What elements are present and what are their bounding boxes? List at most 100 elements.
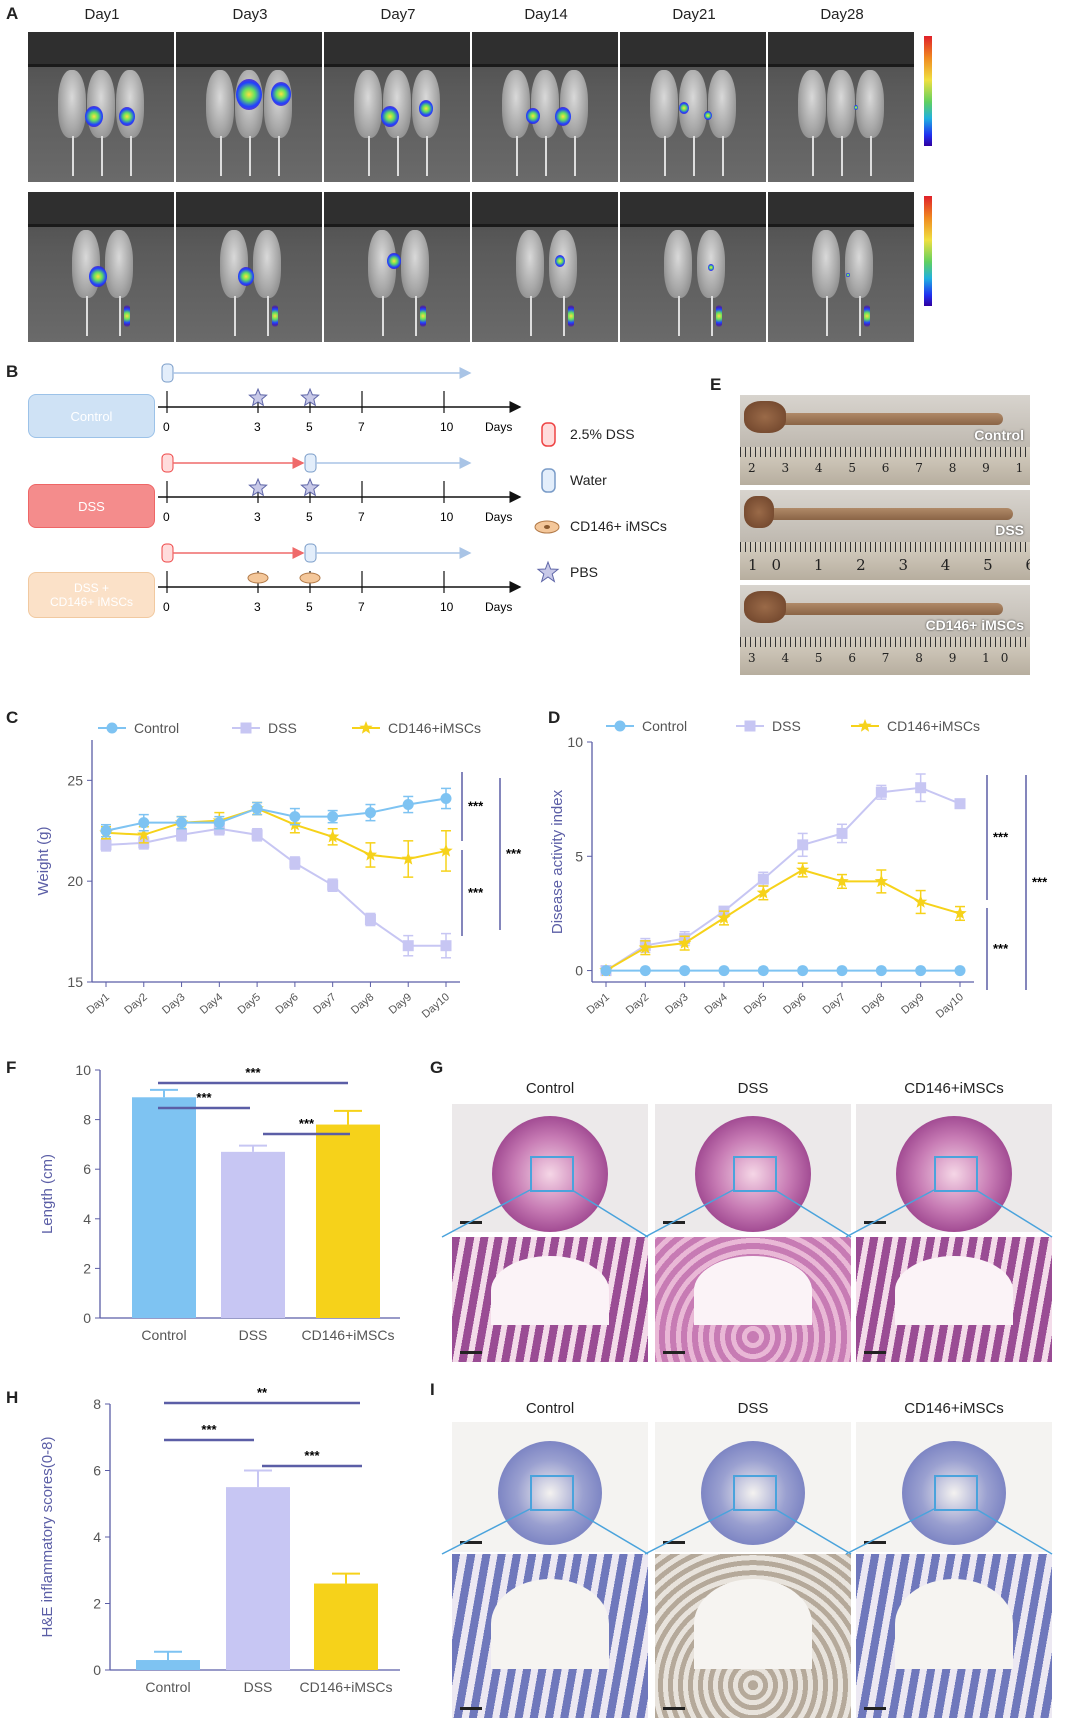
colon-photo: Control [740,395,1030,447]
zoom-box [530,1475,574,1511]
data-point [874,874,888,888]
mouse [844,230,873,298]
bioluminescence-signal [236,79,262,111]
legend-marker [240,722,252,734]
x-tick-label: Day7 [821,991,848,1017]
tail-signal [864,304,871,327]
x-tick-label: DSS [244,1679,273,1695]
mouse [353,70,382,138]
data-point [100,839,112,851]
timeline-unit-label: Days [485,600,512,614]
data-point [138,817,150,829]
water-tube-icon [161,363,174,383]
bioluminescence-signal [380,105,399,128]
timeline-tick-label: 7 [358,510,365,524]
x-tick-label: Day1 [85,991,112,1017]
mouse-tail [562,296,565,336]
cecum [744,401,786,433]
panel-label-a: A [6,4,19,23]
tail-signal [716,304,723,327]
x-tick-label: Day6 [781,991,808,1017]
colon-label: CD146+ iMSCs [925,617,1024,633]
tissue-section [492,1116,608,1232]
y-tick-label: 10 [567,734,583,750]
chart-d-dai: 0 5 10 Day1 Day2 Day3 Day4 Day5 Day6 Day7 Day8 Day9… [549,718,1048,1021]
ruler: 2 3 4 5 6 7 8 9 10 1 [740,447,1030,485]
mouse-tail [219,136,222,176]
tail-signal [272,304,279,327]
histology-overview [856,1422,1052,1552]
mouse-tail [858,296,861,336]
bioluminescence-signal [853,105,858,110]
lumen [895,1578,1013,1669]
mouse-tail [426,136,429,176]
series-line-CD146+iMSCs [605,868,961,972]
data-point [600,965,612,977]
significance-label: *** [196,1090,212,1105]
mouse-tail [367,136,370,176]
scale-bar [460,1541,482,1544]
bioluminescence-signal [846,272,851,278]
data-point [639,965,651,977]
data-point [757,965,769,977]
ivis-image [324,192,470,342]
y-tick-label: 6 [83,1161,91,1177]
data-point [835,874,849,888]
histology-zoom [452,1237,648,1362]
x-tick-label: Day1 [585,991,612,1017]
panel-label-g: G [430,1058,444,1077]
timeline-tick-label: 3 [254,600,261,614]
colon-label: Control [974,427,1024,443]
lumen [491,1255,609,1325]
color-scale-bar [924,196,932,306]
bioluminescence-signal [271,82,292,106]
mouse-tail [397,136,399,176]
data-point [402,940,414,952]
histology-overview [452,1104,648,1232]
ivis-image [28,192,174,342]
panel-b-timeline-diagram: 0 3 5 7 10 Days 0 3 5 7 10 Days 0 3 5 7 10 Days [158,363,522,614]
mouse [205,70,234,138]
histology-title: DSS [737,1400,769,1417]
pbs-star-icon [300,387,320,407]
histology-zoom [452,1554,648,1718]
scale-bar [460,1221,482,1224]
chart-h-scores: 0 2 4 6 8 H&E inflammatory scores(0-8) Control… [39,1385,400,1695]
mouse [116,70,145,138]
mouse [827,70,855,138]
day-label: Day21 [672,6,716,23]
x-tick-label: Day10 [934,991,966,1021]
group-box-control: Control [28,394,155,438]
zoom-connector [441,1189,531,1238]
tissue-section [695,1116,811,1232]
data-point [836,965,848,977]
scale-bar [864,1221,886,1224]
zoom-connector [845,1189,935,1238]
panel-label-e: E [710,375,722,394]
cell-icon [534,520,560,534]
mouse-tail [530,296,533,336]
x-tick-label: Day5 [742,991,769,1017]
bioluminescence-signal [238,266,255,286]
data-point [327,811,339,823]
x-tick-label: DSS [239,1327,268,1343]
x-tick-label: CD146+iMSCs [300,1679,393,1695]
ruler-numbers: 2 3 4 5 6 7 8 9 10 1 [748,461,1030,475]
y-tick-label: 8 [93,1396,101,1412]
zoom-connector-lines [441,1508,1053,1555]
bioluminescence-signal [707,264,714,272]
mouse-tail [826,296,829,336]
ruler-ticks [740,637,1030,647]
zoom-connector [441,1508,531,1555]
timeline-tick-label: 0 [163,420,170,434]
data-point [797,965,809,977]
legend-label: DSS [772,718,801,734]
data-point [757,873,769,885]
mouse-tail [678,296,681,336]
timeline-tick-label: 10 [440,420,454,434]
significance-label: *** [304,1448,320,1463]
timeline-tick-label: 10 [440,510,454,524]
tail-signal [124,304,131,327]
zoom-connector-lines [441,1189,1053,1238]
y-tick-label: 2 [83,1260,91,1276]
